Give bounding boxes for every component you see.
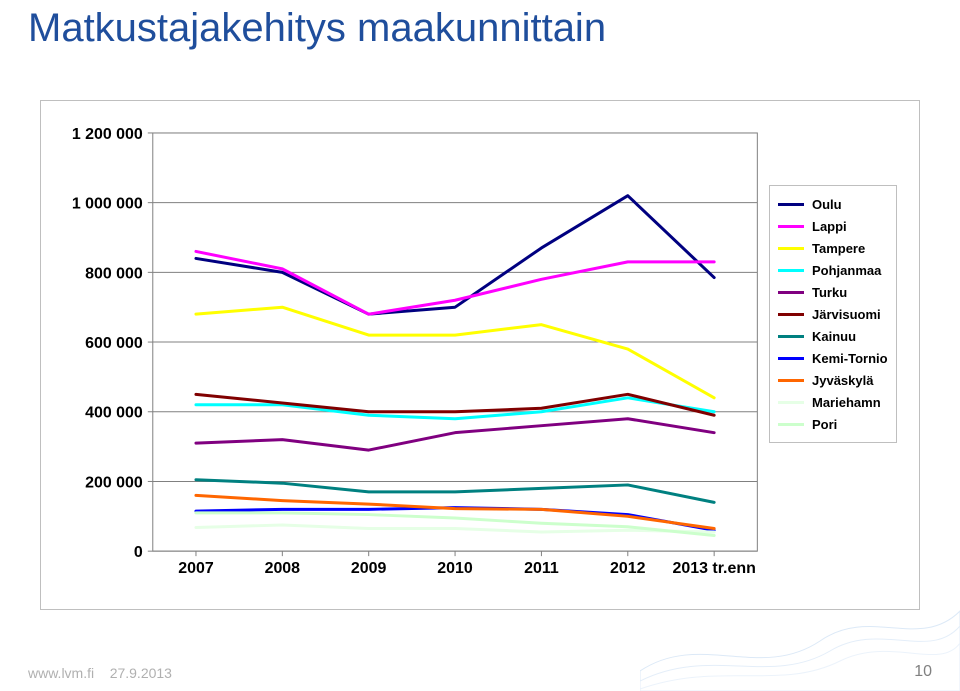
legend-swatch xyxy=(778,291,804,294)
legend-swatch xyxy=(778,423,804,426)
footer-date: 27.9.2013 xyxy=(110,665,172,681)
legend-label: Lappi xyxy=(812,219,847,234)
legend-label: Mariehamn xyxy=(812,395,881,410)
legend-item-kemi-tornio: Kemi-Tornio xyxy=(778,348,888,368)
legend-item-lappi: Lappi xyxy=(778,216,888,236)
page-number: 10 xyxy=(914,663,932,681)
svg-text:2011: 2011 xyxy=(524,560,559,577)
svg-text:0: 0 xyxy=(134,544,143,561)
legend-label: Kemi-Tornio xyxy=(812,351,888,366)
legend-swatch xyxy=(778,379,804,382)
footer: www.lvm.fi 27.9.2013 xyxy=(28,665,172,681)
legend-label: Oulu xyxy=(812,197,842,212)
legend-label: Järvisuomi xyxy=(812,307,881,322)
svg-text:1 000 000: 1 000 000 xyxy=(72,196,143,213)
svg-text:2010: 2010 xyxy=(437,560,473,577)
chart-panel: 0 200 000 400 000 600 000 800 000 1 000 000 1 … xyxy=(40,100,920,610)
legend-item-mariehamn: Mariehamn xyxy=(778,392,888,412)
legend-swatch xyxy=(778,225,804,228)
svg-text:200 000: 200 000 xyxy=(85,474,143,491)
legend: Oulu Lappi Tampere Pohjanmaa Turku Järvi… xyxy=(769,185,897,443)
legend-swatch xyxy=(778,203,804,206)
svg-text:2012: 2012 xyxy=(610,560,646,577)
svg-text:1 200 000: 1 200 000 xyxy=(72,126,143,143)
svg-text:600 000: 600 000 xyxy=(85,335,143,352)
legend-swatch xyxy=(778,401,804,404)
legend-label: Pori xyxy=(812,417,837,432)
legend-item-pori: Pori xyxy=(778,414,888,434)
legend-item-jyväskylä: Jyväskylä xyxy=(778,370,888,390)
legend-label: Turku xyxy=(812,285,847,300)
svg-text:2013 tr.enn: 2013 tr.enn xyxy=(672,560,755,577)
svg-text:2007: 2007 xyxy=(178,560,214,577)
legend-item-järvisuomi: Järvisuomi xyxy=(778,304,888,324)
legend-swatch xyxy=(778,269,804,272)
legend-item-oulu: Oulu xyxy=(778,194,888,214)
legend-item-pohjanmaa: Pohjanmaa xyxy=(778,260,888,280)
legend-swatch xyxy=(778,357,804,360)
footer-site: www.lvm.fi xyxy=(28,665,94,681)
svg-text:2009: 2009 xyxy=(351,560,387,577)
legend-item-kainuu: Kainuu xyxy=(778,326,888,346)
legend-item-tampere: Tampere xyxy=(778,238,888,258)
svg-text:800 000: 800 000 xyxy=(85,265,143,282)
legend-swatch xyxy=(778,335,804,338)
legend-swatch xyxy=(778,313,804,316)
legend-label: Kainuu xyxy=(812,329,856,344)
legend-label: Jyväskylä xyxy=(812,373,873,388)
svg-text:400 000: 400 000 xyxy=(85,405,143,422)
svg-text:2008: 2008 xyxy=(265,560,301,577)
legend-label: Tampere xyxy=(812,241,865,256)
legend-label: Pohjanmaa xyxy=(812,263,881,278)
page-title: Matkustajakehitys maakunnittain xyxy=(28,6,606,51)
legend-item-turku: Turku xyxy=(778,282,888,302)
legend-swatch xyxy=(778,247,804,250)
